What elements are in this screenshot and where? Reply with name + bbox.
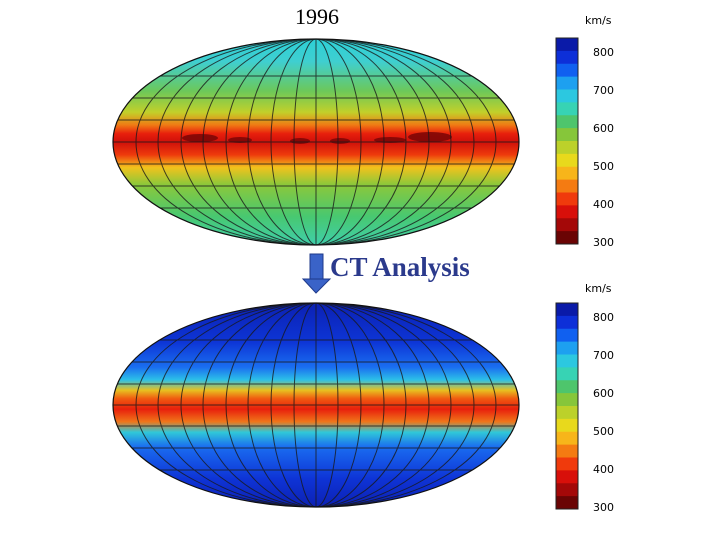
colorbar-tick-label: 600 [593, 387, 614, 400]
colorbar-swatch [556, 341, 578, 355]
colorbar-swatch [556, 470, 578, 484]
bottom-map [113, 303, 519, 507]
colorbar-bottom-unit: km/s [585, 282, 612, 295]
colorbar-swatch [556, 315, 578, 330]
down-arrow-icon [301, 253, 332, 294]
colorbar-frame [555, 302, 579, 510]
colorbar-swatch [556, 328, 578, 343]
colorbar-tick-label: 700 [593, 349, 614, 362]
colorbar-swatch [556, 303, 578, 317]
colorbar-swatch [556, 153, 578, 168]
colorbar-swatch [556, 102, 578, 116]
colorbar-frame [555, 37, 579, 245]
colorbar-tick-label: 500 [593, 160, 614, 173]
colorbar-swatch [556, 367, 578, 381]
colorbar-swatch [556, 192, 578, 206]
colorbar-tick-label: 600 [593, 122, 614, 135]
colorbar-swatch [556, 128, 578, 142]
colorbar-swatch [556, 63, 578, 78]
colorbar-tick-label: 400 [593, 198, 614, 211]
colorbar-swatch [556, 38, 578, 52]
colorbar-swatch [556, 166, 578, 181]
colorbar-bottom [555, 302, 579, 510]
colorbar-tick-label: 800 [593, 46, 614, 59]
colorbar-swatch [556, 380, 578, 394]
colorbar-swatch [556, 179, 578, 193]
colorbar-tick-label: 300 [593, 236, 614, 249]
colorbar-swatch [556, 496, 578, 510]
colorbar-tick-label: 800 [593, 311, 614, 324]
colorbar-tick-label: 400 [593, 463, 614, 476]
colorbar-swatch [556, 444, 578, 458]
colorbar-top-unit: km/s [585, 14, 612, 27]
colorbar-swatch [556, 141, 578, 155]
colorbar-swatch [556, 393, 578, 407]
colorbar-tick-label: 700 [593, 84, 614, 97]
colorbar-swatch [556, 406, 578, 420]
colorbar-swatch [556, 205, 578, 219]
colorbar-swatch [556, 354, 578, 368]
colorbar-swatch [556, 76, 578, 90]
colorbar-tick-label: 500 [593, 425, 614, 438]
top-map [113, 39, 519, 245]
colorbar-swatch [556, 50, 578, 65]
ct-analysis-label: CT Analysis [330, 252, 470, 282]
colorbar-swatch [556, 89, 578, 103]
colorbar-swatch [556, 115, 578, 129]
colorbar-swatch [556, 231, 578, 245]
colorbar-swatch [556, 457, 578, 471]
colorbar-tick-label: 300 [593, 501, 614, 514]
colorbar-top [555, 37, 579, 245]
colorbar-swatch [556, 483, 578, 497]
colorbar-swatch [556, 218, 578, 232]
year-label: 1996 [295, 4, 339, 29]
colorbar-swatch [556, 418, 578, 433]
colorbar-swatch [556, 431, 578, 446]
